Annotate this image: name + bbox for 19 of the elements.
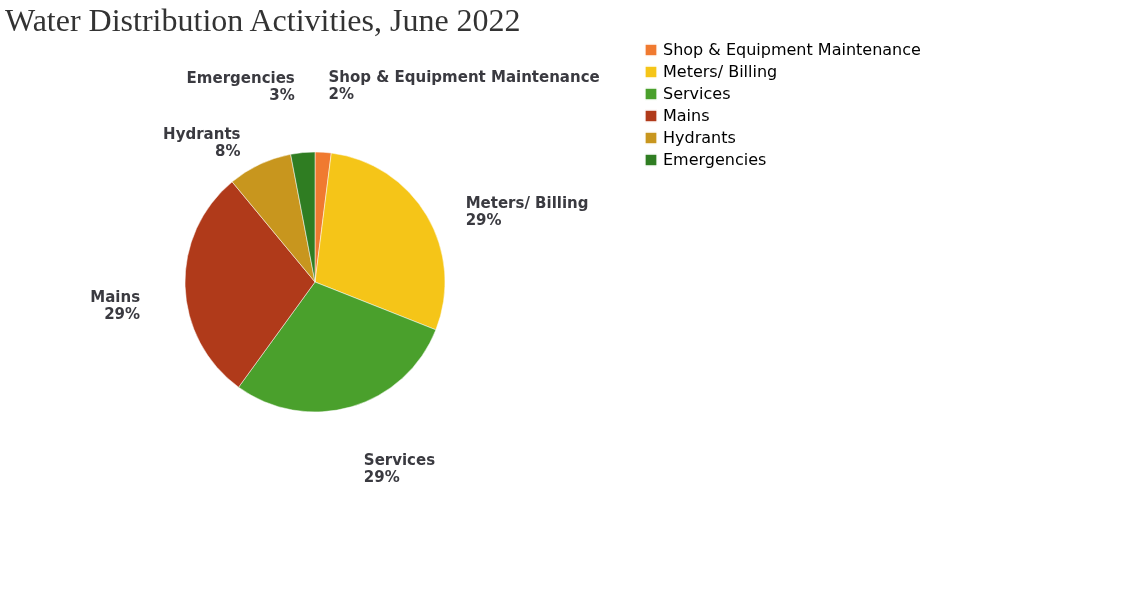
slice-label: Emergencies [186, 68, 295, 87]
legend-label: Shop & Equipment Maintenance [663, 40, 921, 59]
chart-title: Water Distribution Activities, June 2022 [5, 2, 521, 38]
legend-label: Services [663, 84, 731, 103]
data-label: 2% [328, 85, 354, 104]
slice-label: Shop & Equipment Maintenance [328, 68, 600, 87]
data-label: 3% [269, 85, 295, 104]
data-label: 29% [465, 210, 502, 229]
legend-label: Emergencies [663, 150, 767, 169]
data-label: 29% [363, 468, 400, 487]
slice-label: Services [363, 451, 436, 470]
legend-label: Mains [663, 106, 710, 125]
legend-label: Hydrants [663, 128, 736, 147]
data-label: 8% [215, 141, 241, 160]
slice-label: Mains [90, 288, 141, 307]
legend-label: Meters/ Billing [663, 62, 778, 81]
slice-label: Hydrants [163, 124, 241, 143]
slice-label: Meters/ Billing [465, 193, 589, 212]
data-label: 29% [104, 305, 141, 324]
